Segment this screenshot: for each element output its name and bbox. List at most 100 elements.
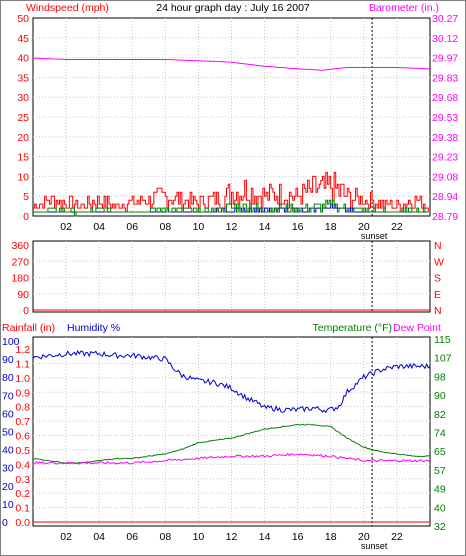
- temperature-tick-label: 40: [434, 502, 446, 514]
- humidity-tick-label: 0: [2, 517, 8, 529]
- wind-tick-label: 25: [17, 112, 29, 124]
- humidity-tick-label: 40: [2, 445, 14, 457]
- rainfall-tick-label: 0.3: [15, 474, 30, 486]
- panel-3-frame: [32, 336, 431, 527]
- baro-tick-label: 29.53: [432, 112, 458, 124]
- series-humidity-line: [32, 349, 431, 414]
- rainfall-tick-label: 0.0: [15, 517, 30, 529]
- right-axis-title-dewpoint: Dew Point: [393, 322, 441, 334]
- x-tick-label: 22: [391, 531, 403, 543]
- series-barometer-line: [32, 57, 431, 71]
- x-tick-label: 18: [325, 221, 337, 233]
- humidity-tick-label: 20: [2, 481, 14, 493]
- sunset-label: sunset: [361, 231, 388, 241]
- x-tick-label: 04: [93, 221, 105, 233]
- rainfall-tick-label: 1.0: [15, 373, 30, 385]
- humidity-tick-label: 70: [2, 390, 14, 402]
- wind-tick-label: 5: [23, 191, 29, 203]
- temperature-tick-label: 74: [434, 428, 446, 440]
- wind-tick-label: 50: [17, 13, 29, 25]
- compass-tick-label: N: [434, 305, 442, 317]
- rainfall-tick-label: 0.5: [15, 445, 30, 457]
- x-tick-label: 18: [325, 531, 337, 543]
- x-tick-label: 12: [226, 531, 238, 543]
- rainfall-tick-label: 0.9: [15, 387, 30, 399]
- x-tick-label: 10: [193, 531, 205, 543]
- humidity-tick-label: 80: [2, 372, 14, 384]
- baro-tick-label: 28.79: [432, 211, 458, 223]
- temperature-tick-label: 98: [434, 371, 446, 383]
- x-tick-label: 16: [292, 531, 304, 543]
- temperature-tick-label: 90: [434, 390, 446, 402]
- wind-tick-label: 0: [23, 211, 29, 223]
- panel-2-frame: [32, 240, 431, 313]
- compass-tick-label: E: [434, 289, 441, 301]
- x-tick-label: 16: [292, 221, 304, 233]
- baro-tick-label: 30.12: [432, 33, 458, 45]
- left-axis-title-rainfall: Rainfall (in): [2, 322, 55, 334]
- series-wind-direction-line: [33, 199, 429, 217]
- compass-tick-label: W: [434, 256, 444, 268]
- wind-tick-label: 35: [17, 72, 29, 84]
- direction-tick-label: 270: [11, 256, 29, 268]
- humidity-tick-label: 100: [2, 336, 20, 348]
- left-axis-title-wind: Windspeed (mph): [26, 2, 109, 14]
- x-tick-label: 08: [159, 531, 171, 543]
- temperature-tick-label: 32: [434, 521, 446, 533]
- temperature-tick-label: 107: [434, 353, 452, 365]
- x-tick-label: 02: [60, 531, 72, 543]
- humidity-tick-label: 10: [2, 499, 14, 511]
- wind-tick-label: 10: [17, 171, 29, 183]
- baro-tick-label: 29.38: [432, 132, 458, 144]
- series-dewpoint-line: [32, 452, 431, 465]
- wind-tick-label: 40: [17, 53, 29, 65]
- series-windspeed-line: [33, 171, 429, 213]
- rainfall-tick-label: 1.2: [15, 344, 30, 356]
- x-tick-label: 14: [259, 221, 271, 233]
- temperature-tick-label: 82: [434, 409, 446, 421]
- x-tick-label: 10: [193, 221, 205, 233]
- rainfall-tick-label: 0.8: [15, 402, 30, 414]
- temperature-tick-label: 65: [434, 446, 446, 458]
- humidity-tick-label: 60: [2, 408, 14, 420]
- compass-tick-label: S: [434, 273, 441, 285]
- x-tick-label: 02: [60, 221, 72, 233]
- right-axis-title-temperature: Temperature (°F): [313, 322, 392, 334]
- rainfall-tick-label: 0.6: [15, 431, 30, 443]
- x-tick-label: 14: [259, 531, 271, 543]
- sunset-label: sunset: [361, 541, 388, 551]
- direction-tick-label: 360: [11, 240, 29, 252]
- left-axis-title-humidity: Humidity %: [67, 322, 120, 334]
- baro-tick-label: 29.08: [432, 171, 458, 183]
- temperature-tick-label: 115: [434, 334, 451, 346]
- x-tick-label: 22: [391, 221, 403, 233]
- x-tick-label: 20: [358, 531, 370, 543]
- humidity-tick-label: 90: [2, 354, 14, 366]
- temperature-tick-label: 57: [434, 465, 446, 477]
- x-tick-label: 20: [358, 221, 370, 233]
- humidity-tick-label: 50: [2, 427, 14, 439]
- wind-tick-label: 30: [17, 92, 29, 104]
- compass-tick-label: N: [434, 240, 442, 252]
- x-tick-label: 06: [126, 531, 138, 543]
- direction-tick-label: 90: [17, 289, 29, 301]
- wind-tick-label: 45: [17, 33, 29, 45]
- rainfall-tick-label: 0.2: [15, 488, 30, 500]
- direction-tick-label: 180: [11, 273, 29, 285]
- series-temperature-line: [33, 423, 431, 464]
- rainfall-tick-label: 0.4: [15, 459, 30, 471]
- x-tick-label: 12: [226, 221, 238, 233]
- baro-tick-label: 28.94: [432, 191, 458, 203]
- baro-tick-label: 29.97: [432, 53, 458, 65]
- rainfall-tick-label: 1.1: [15, 358, 30, 370]
- baro-tick-label: 30.27: [432, 13, 458, 25]
- x-tick-label: 08: [159, 221, 171, 233]
- wind-tick-label: 15: [17, 152, 29, 164]
- wind-tick-label: 20: [17, 132, 29, 144]
- x-tick-label: 06: [126, 221, 138, 233]
- rainfall-tick-label: 0.1: [15, 503, 30, 515]
- direction-tick-label: 0: [23, 305, 29, 317]
- baro-tick-label: 29.83: [432, 72, 458, 84]
- temperature-tick-label: 49: [434, 484, 446, 496]
